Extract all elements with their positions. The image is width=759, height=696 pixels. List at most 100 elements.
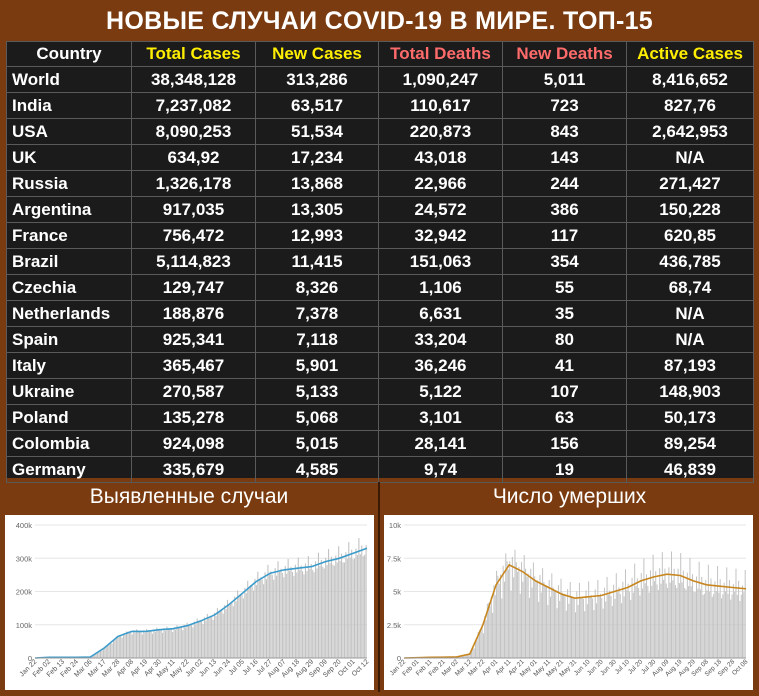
table-row[interactable]: India 7,237,082 63,517 110,617 723 827,76 bbox=[6, 92, 754, 119]
daily-bar bbox=[163, 628, 165, 658]
daily-bar bbox=[351, 549, 353, 658]
column-header-country[interactable]: Country bbox=[6, 41, 132, 67]
cell-new-deaths: 244 bbox=[502, 170, 627, 197]
cell-total-cases: 917,035 bbox=[131, 196, 256, 223]
daily-bar bbox=[598, 596, 600, 658]
cell-active-cases: N/A bbox=[626, 144, 754, 171]
daily-bar bbox=[361, 545, 363, 658]
daily-bar bbox=[125, 631, 128, 658]
daily-bar bbox=[728, 579, 730, 658]
cell-country: Spain bbox=[6, 326, 132, 353]
daily-bar bbox=[193, 621, 195, 658]
daily-bar bbox=[582, 598, 584, 658]
daily-bar bbox=[332, 564, 334, 658]
daily-bar bbox=[742, 585, 744, 658]
daily-bar bbox=[216, 608, 218, 658]
daily-bar bbox=[358, 538, 360, 658]
daily-bar bbox=[310, 563, 312, 658]
daily-bar bbox=[128, 632, 130, 658]
daily-bar bbox=[628, 591, 630, 658]
daily-bar bbox=[274, 568, 276, 658]
daily-bar bbox=[615, 573, 617, 658]
table-row[interactable]: World 38,348,128 313,286 1,090,247 5,011 8,41… bbox=[6, 66, 754, 93]
cell-total-cases: 924,098 bbox=[131, 430, 256, 457]
daily-bar bbox=[118, 636, 120, 658]
daily-bar bbox=[642, 588, 644, 658]
daily-bar bbox=[162, 632, 164, 658]
daily-bar bbox=[731, 594, 733, 658]
daily-bar bbox=[722, 594, 724, 658]
table-row[interactable]: France 756,472 12,993 32,942 117 620,85 bbox=[6, 222, 754, 249]
table-row[interactable]: Italy 365,467 5,901 36,246 41 87,193 bbox=[6, 352, 754, 379]
daily-bar bbox=[730, 599, 732, 658]
cell-country: USA bbox=[6, 118, 132, 145]
daily-bar bbox=[632, 592, 634, 658]
daily-bar bbox=[661, 552, 663, 658]
cell-new-cases: 17,234 bbox=[255, 144, 379, 171]
column-header-new-cases[interactable]: New Cases bbox=[255, 41, 379, 67]
cell-active-cases: N/A bbox=[626, 326, 754, 353]
daily-bar bbox=[202, 623, 204, 658]
table-row[interactable]: Brazil 5,114,823 11,415 151,063 354 436,785 bbox=[6, 248, 754, 275]
daily-bar bbox=[478, 630, 480, 658]
table-row[interactable]: USA 8,090,253 51,534 220,873 843 2,642,953 bbox=[6, 118, 754, 145]
table-row[interactable]: Germany 335,679 4,585 9,74 19 46,839 bbox=[6, 456, 754, 483]
daily-bar bbox=[567, 589, 569, 658]
daily-bar bbox=[496, 570, 498, 658]
cell-total-cases: 38,348,128 bbox=[131, 66, 256, 93]
daily-bar bbox=[141, 634, 143, 658]
cell-total-deaths: 1,090,247 bbox=[378, 66, 503, 93]
cell-country: World bbox=[6, 66, 132, 93]
daily-bar bbox=[123, 633, 125, 658]
daily-bar bbox=[92, 655, 94, 658]
daily-bar bbox=[166, 626, 168, 658]
daily-bar bbox=[592, 598, 594, 658]
cell-new-deaths: 156 bbox=[502, 430, 627, 457]
cell-active-cases: 620,85 bbox=[626, 222, 754, 249]
cell-country: Poland bbox=[6, 404, 132, 431]
cell-total-deaths: 1,106 bbox=[378, 274, 503, 301]
daily-bar bbox=[342, 562, 344, 658]
table-row[interactable]: Ukraine 270,587 5,133 5,122 107 148,903 bbox=[6, 378, 754, 405]
table-row[interactable]: Colombia 924,098 5,015 28,141 156 89,254 bbox=[6, 430, 754, 457]
daily-bar bbox=[678, 583, 680, 658]
daily-bar bbox=[521, 561, 523, 658]
daily-bar bbox=[684, 587, 686, 658]
daily-bar bbox=[212, 619, 214, 658]
column-header-total-deaths[interactable]: Total Deaths bbox=[378, 41, 503, 67]
table-row[interactable]: UK 634,92 17,234 43,018 143 N/A bbox=[6, 144, 754, 171]
daily-bar bbox=[278, 572, 281, 658]
cell-new-deaths: 41 bbox=[502, 352, 627, 379]
daily-bar bbox=[251, 586, 253, 658]
table-row[interactable]: Spain 925,341 7,118 33,204 80 N/A bbox=[6, 326, 754, 353]
daily-bar bbox=[738, 580, 740, 658]
daily-bar bbox=[137, 630, 139, 658]
page-title: НОВЫЕ СЛУЧАИ COVID-19 В МИРЕ. ТОП-15 bbox=[106, 7, 653, 35]
column-header-new-deaths[interactable]: New Deaths bbox=[502, 41, 627, 67]
cell-total-cases: 756,472 bbox=[131, 222, 256, 249]
daily-bar bbox=[610, 595, 612, 658]
table-row[interactable]: Argentina 917,035 13,305 24,572 386 150,228 bbox=[6, 196, 754, 223]
daily-bar bbox=[208, 616, 210, 658]
column-header-total-cases[interactable]: Total Cases bbox=[131, 41, 256, 67]
table-row[interactable]: Netherlands 188,876 7,378 6,631 35 N/A bbox=[6, 300, 754, 327]
deaths-panel-title: Число умерших bbox=[492, 485, 647, 508]
daily-bar bbox=[577, 605, 579, 658]
daily-bar bbox=[490, 596, 492, 658]
daily-bar bbox=[680, 553, 682, 658]
cell-country: Ukraine bbox=[6, 378, 132, 405]
daily-bar bbox=[659, 568, 661, 658]
table-row[interactable]: Russia 1,326,178 13,868 22,966 244 271,427 bbox=[6, 170, 754, 197]
cell-total-cases: 188,876 bbox=[131, 300, 256, 327]
column-header-active-cases[interactable]: Active Cases bbox=[626, 41, 754, 67]
cell-active-cases: N/A bbox=[626, 300, 754, 327]
daily-bar bbox=[304, 563, 307, 658]
daily-bar bbox=[154, 631, 156, 658]
table-row[interactable]: Czechia 129,747 8,326 1,106 55 68,74 bbox=[6, 274, 754, 301]
table-row[interactable]: Poland 135,278 5,068 3,101 63 50,173 bbox=[6, 404, 754, 431]
cell-total-cases: 335,679 bbox=[131, 456, 256, 483]
daily-bar bbox=[638, 588, 640, 658]
daily-bar bbox=[114, 639, 116, 658]
